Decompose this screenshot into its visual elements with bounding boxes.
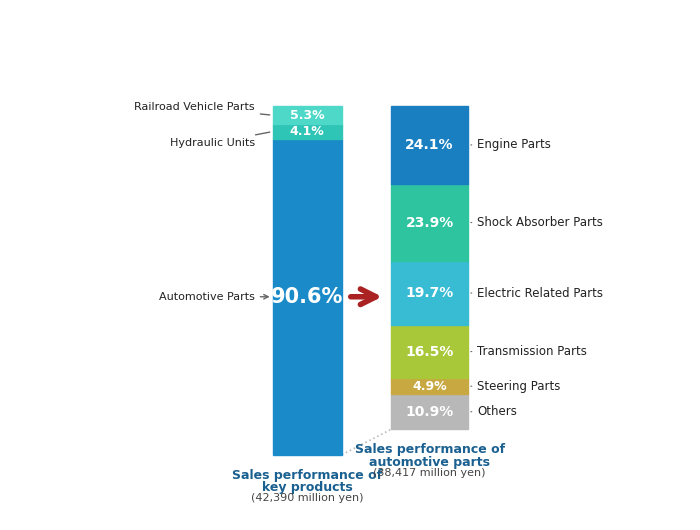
Text: Steering Parts: Steering Parts [471, 379, 561, 393]
Text: Sales performance of: Sales performance of [354, 443, 505, 456]
Bar [391, 184, 468, 261]
Bar [272, 139, 342, 455]
Text: 5.3%: 5.3% [290, 109, 325, 122]
Text: Engine Parts: Engine Parts [471, 138, 551, 152]
Text: 16.5%: 16.5% [405, 344, 454, 359]
Text: (42,390 million yen): (42,390 million yen) [251, 493, 363, 503]
Text: 23.9%: 23.9% [405, 216, 454, 229]
Text: 19.7%: 19.7% [405, 286, 454, 300]
Text: 10.9%: 10.9% [405, 405, 454, 419]
Bar [272, 125, 342, 139]
Text: key products: key products [262, 481, 353, 494]
Text: Electric Related Parts: Electric Related Parts [471, 287, 603, 299]
Text: (38,417 million yen): (38,417 million yen) [373, 468, 486, 478]
Text: 4.1%: 4.1% [290, 125, 325, 138]
Bar [391, 394, 468, 429]
Text: Automotive Parts: Automotive Parts [159, 292, 268, 302]
Text: Transmission Parts: Transmission Parts [471, 345, 587, 358]
Text: Others: Others [471, 405, 517, 418]
Bar [391, 106, 468, 184]
Text: Hydraulic Units: Hydraulic Units [169, 132, 270, 148]
Bar [391, 325, 468, 378]
Bar [391, 378, 468, 394]
Text: 24.1%: 24.1% [405, 138, 454, 152]
Text: Railroad Vehicle Parts: Railroad Vehicle Parts [134, 102, 270, 115]
Text: 90.6%: 90.6% [271, 287, 343, 307]
Bar [391, 261, 468, 325]
Text: automotive parts: automotive parts [369, 455, 490, 469]
Bar [272, 106, 342, 125]
Text: 4.9%: 4.9% [412, 379, 447, 393]
Text: Sales performance of: Sales performance of [232, 469, 382, 482]
Text: Shock Absorber Parts: Shock Absorber Parts [471, 216, 603, 229]
